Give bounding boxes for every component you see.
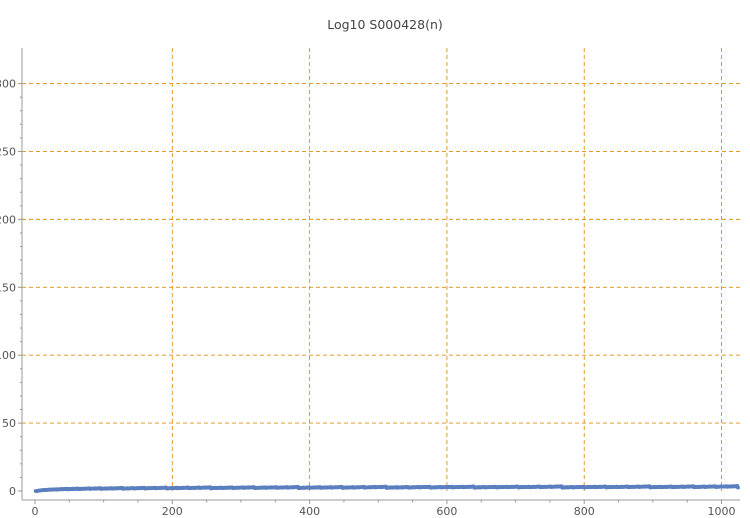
x-tick-label-0: 0 <box>32 505 39 518</box>
y-axis-ticks: 0 50 100 150 200 250 300 <box>0 78 22 498</box>
x-tick-label-1000: 1000 <box>708 505 736 518</box>
x-axis-ticks: 0 200 400 600 800 1000 <box>32 500 736 518</box>
data-point <box>736 485 740 490</box>
y-tick-label-250: 250 <box>0 145 16 158</box>
axes <box>21 48 740 501</box>
x-tick-label-800: 800 <box>574 505 595 518</box>
y-tick-label-0: 0 <box>9 485 16 498</box>
data-points <box>33 483 740 493</box>
y-tick-label-100: 100 <box>0 349 16 362</box>
y-tick-label-200: 200 <box>0 213 16 226</box>
x-tick-label-400: 400 <box>299 505 320 518</box>
x-tick-label-600: 600 <box>436 505 457 518</box>
x-tick-label-200: 200 <box>162 505 183 518</box>
y-tick-label-300: 300 <box>0 78 16 91</box>
y-tick-label-150: 150 <box>0 281 16 294</box>
y-tick-label-50: 50 <box>2 417 16 430</box>
grid-lines <box>22 48 740 491</box>
chart-title: Log10 S000428(n) <box>327 17 443 32</box>
